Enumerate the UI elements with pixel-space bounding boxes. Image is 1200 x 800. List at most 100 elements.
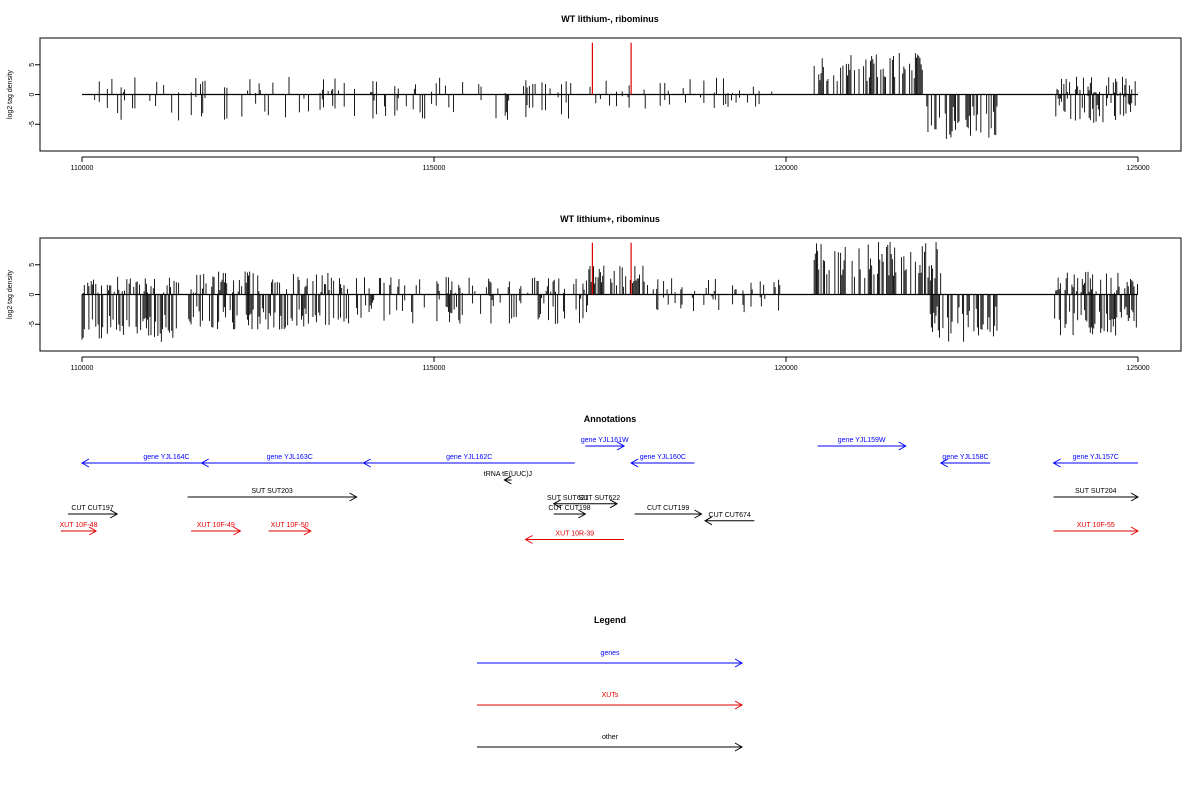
arrow-head xyxy=(898,441,907,451)
feature-other: CUT CUT674 xyxy=(704,512,755,526)
x-tick-label: 120000 xyxy=(774,165,797,172)
feature-label: SUT SUT622 xyxy=(579,495,621,502)
feature-other: CUT CUT199 xyxy=(634,505,703,519)
arrow-head xyxy=(939,458,949,468)
feature-xut: XUT 10F-48 xyxy=(59,522,98,536)
legend-label: XUTs xyxy=(602,692,619,699)
feature-gene: gene YJL161W xyxy=(581,437,629,451)
arrow-head xyxy=(109,509,119,519)
feature-label: XUT 10F-50 xyxy=(271,522,309,529)
y-tick-label: 0 xyxy=(29,292,36,296)
y-tick-label: 0 xyxy=(29,92,36,96)
arrow-head xyxy=(1052,458,1061,468)
feature-other: CUT CUT198 xyxy=(548,505,591,519)
feature-xut: XUT 10F-50 xyxy=(268,522,312,536)
signal-bars xyxy=(81,241,1138,342)
x-tick-label: 115000 xyxy=(423,365,446,372)
feature-label: XUT 10F-49 xyxy=(197,522,235,529)
arrow-head xyxy=(609,499,619,509)
legend-item: genes xyxy=(477,650,744,668)
arrow-head xyxy=(694,509,703,519)
x-tick-label: 110000 xyxy=(71,165,94,172)
legend-item: XUTs xyxy=(477,692,744,710)
arrow-head xyxy=(552,499,561,509)
track-panel-lithium-minus: WT lithium-, ribominus log2 tag density -5… xyxy=(7,14,1182,172)
feature-label: XUT 10R-39 xyxy=(555,531,594,538)
signal-bars xyxy=(94,52,1136,139)
legend-label: genes xyxy=(600,650,620,657)
feature-gene: gene YJL163C xyxy=(200,454,378,468)
y-axis-label: log2 tag density xyxy=(7,69,14,119)
arrow-head xyxy=(303,526,312,536)
arrow-head xyxy=(233,526,242,536)
feature-label: SUT SUT203 xyxy=(251,488,293,495)
feature-label: CUT CUT674 xyxy=(709,512,751,519)
feature-label: gene YJL162C xyxy=(446,454,492,461)
track-panel-lithium-plus: WT lithium+, ribominus log2 tag density -5… xyxy=(7,214,1182,372)
feature-label: gene YJL157C xyxy=(1073,454,1119,461)
arrow-head xyxy=(734,742,744,752)
feature-gene: gene YJL164C xyxy=(80,454,251,468)
arrow-head xyxy=(200,458,209,468)
y-axis-label: log2 tag density xyxy=(7,269,14,319)
arrow-head xyxy=(503,475,512,485)
arrow-head xyxy=(578,509,587,519)
feature-other: SUT SUT203 xyxy=(187,488,358,502)
feature-other: SUT SUT204 xyxy=(1053,488,1140,502)
arrow-head xyxy=(80,458,90,468)
feature-gene: gene YJL160C xyxy=(630,454,695,468)
panel-title: WT lithium+, ribominus xyxy=(560,214,660,224)
feature-label: gene YJL159W xyxy=(838,437,886,444)
arrow-head xyxy=(524,535,533,544)
annotations-panel: Annotations gene YJL164C gene YJL163C gene … xyxy=(59,414,1140,544)
feature-other: SUT SUT622 xyxy=(579,495,621,509)
legend-panel: Legend genes XUTs other xyxy=(477,615,744,752)
feature-gene: gene YJL159W xyxy=(817,437,907,451)
arrow-head xyxy=(704,516,713,526)
feature-label: XUT 10F-48 xyxy=(59,522,97,529)
feature-label: CUT CUT198 xyxy=(548,505,590,512)
y-tick-label: 5 xyxy=(29,263,36,267)
arrow-head xyxy=(734,658,744,668)
arrow-head xyxy=(362,458,371,468)
arrow-head xyxy=(349,492,358,502)
feature-label: CUT CUT197 xyxy=(71,505,113,512)
feature-other: SUT SUT621 xyxy=(547,495,589,509)
feature-label: SUT SUT621 xyxy=(547,495,589,502)
feature-label: SUT SUT204 xyxy=(1075,488,1117,495)
feature-xut: XUT 10F-55 xyxy=(1053,522,1140,536)
feature-label: gene YJL164C xyxy=(143,454,189,461)
x-tick-label: 125000 xyxy=(1126,365,1149,372)
arrow-head xyxy=(630,458,639,468)
feature-xut: XUT 10F-49 xyxy=(191,522,242,536)
feature-xut: XUT 10R-39 xyxy=(524,531,625,544)
legend-label: other xyxy=(602,734,619,741)
legend-title: Legend xyxy=(594,615,626,625)
feature-gene: gene YJL162C xyxy=(362,454,575,468)
feature-gene: gene YJL158C xyxy=(939,454,991,468)
feature-label: CUT CUT199 xyxy=(647,505,689,512)
feature-label: gene YJL158C xyxy=(942,454,988,461)
x-tick-label: 115000 xyxy=(423,165,446,172)
arrow-head xyxy=(1130,526,1140,536)
arrow-head xyxy=(734,700,744,710)
annotations-title: Annotations xyxy=(584,414,637,424)
feature-other: CUT CUT197 xyxy=(67,505,119,519)
feature-label: XUT 10F-55 xyxy=(1077,522,1115,529)
panel-title: WT lithium-, ribominus xyxy=(561,14,659,24)
y-tick-label: -5 xyxy=(29,321,36,327)
x-tick-label: 120000 xyxy=(774,365,797,372)
arrow-head xyxy=(616,441,626,451)
feature-label: gene YJL161W xyxy=(581,437,629,444)
y-tick-label: 5 xyxy=(29,63,36,67)
y-tick-label: -5 xyxy=(29,121,36,127)
x-tick-label: 125000 xyxy=(1126,165,1149,172)
arrow-head xyxy=(1130,492,1140,502)
feature-label: tRNA tE(UUC)J xyxy=(484,471,532,478)
feature-gene: gene YJL157C xyxy=(1052,454,1138,468)
feature-other: tRNA tE(UUC)J xyxy=(484,471,532,485)
arrow-head xyxy=(88,526,98,536)
feature-label: gene YJL163C xyxy=(267,454,313,461)
legend-item: other xyxy=(477,734,744,752)
